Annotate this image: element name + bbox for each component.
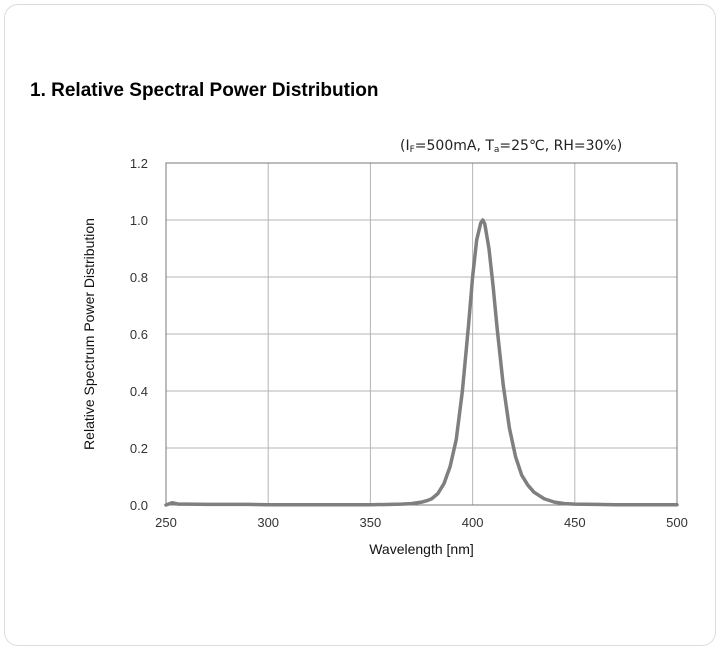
y-tick-label: 0.6	[130, 327, 148, 342]
conditions-ta-value: =25℃, RH=30%)	[499, 138, 623, 154]
y-tick-label: 0.8	[130, 270, 148, 285]
plot-frame	[165, 162, 678, 506]
conditions-if-value: =500mA, T	[414, 138, 494, 154]
conditions-ta-subscript: a	[493, 145, 500, 155]
x-tick-label: 350	[360, 515, 382, 530]
axis-ticks: 250 300 350 400 450 500 0.0 0.2 0.4 0.6 0.8 1.0 1.2	[130, 156, 688, 530]
spectrum-series-line	[164, 218, 679, 507]
section-heading: 1. Relative Spectral Power Distribution	[30, 80, 379, 101]
y-tick-label: 1.2	[130, 156, 148, 171]
y-tick-label: 1.0	[130, 213, 148, 228]
x-tick-label: 300	[257, 515, 279, 530]
test-conditions: (IF=500mA, Ta=25℃, RH=30%)	[400, 138, 622, 155]
chart-card	[4, 4, 716, 646]
x-tick-label: 400	[462, 515, 484, 530]
y-axis-title: Relative Spectrum Power Distribution	[81, 218, 97, 450]
x-axis-title: Wavelength [nm]	[369, 541, 474, 557]
conditions-prefix: (I	[400, 138, 410, 154]
grid-lines	[166, 163, 677, 505]
x-tick-label: 450	[564, 515, 586, 530]
y-tick-label: 0.0	[130, 498, 148, 513]
x-tick-label: 250	[155, 515, 177, 530]
x-tick-label: 500	[666, 515, 688, 530]
y-tick-label: 0.4	[130, 384, 148, 399]
conditions-if-subscript: F	[409, 145, 415, 155]
y-tick-label: 0.2	[130, 441, 148, 456]
